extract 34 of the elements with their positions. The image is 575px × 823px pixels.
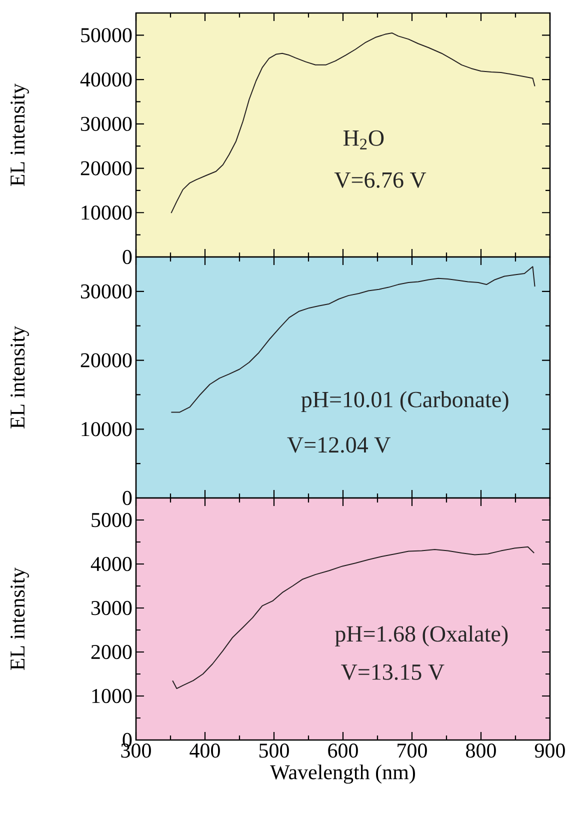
y-axis-title: EL intensity — [10, 83, 29, 186]
x-tick-label: 500 — [259, 744, 289, 758]
y-axis-title: EL intensity — [10, 567, 29, 670]
annotation: pH=10.01 (Carbonate) — [301, 391, 508, 412]
annotation: V=12.04 V — [287, 437, 390, 453]
y-tick-label: 1000 — [92, 688, 132, 704]
y-tick-label: 3000 — [91, 600, 132, 616]
y-tick-label: 0 — [122, 250, 132, 264]
y-tick-label: 0 — [122, 490, 132, 506]
line-series — [170, 32, 536, 214]
y-tick-label: 10000 — [82, 422, 132, 436]
y-tick-label: 30000 — [80, 284, 132, 299]
y-axis-title: EL intensity — [10, 326, 29, 429]
annotation: V=6.76 V — [334, 172, 426, 188]
line-series — [172, 546, 535, 690]
x-tick-label: 800 — [466, 744, 496, 758]
x-tick-label: 600 — [328, 744, 358, 758]
annotation: H$_{2}$O — [343, 130, 384, 150]
y-tick-label: 50000 — [81, 28, 132, 42]
annotation: V=13.15 V — [341, 664, 444, 680]
y-tick-label: 10000 — [82, 206, 132, 220]
x-tick-label: 700 — [398, 744, 427, 758]
y-tick-label: 4000 — [90, 556, 132, 572]
y-tick-label: 40000 — [80, 72, 132, 87]
y-tick-label: 20000 — [80, 161, 132, 176]
x-axis-title: Wavelength (nm) — [270, 764, 415, 784]
line-series — [170, 266, 536, 413]
x-tick-label: 900 — [534, 744, 565, 758]
annotation: pH=1.68 (Oxalate) — [335, 626, 508, 646]
y-tick-label: 2000 — [91, 644, 132, 660]
y-tick-label: 30000 — [80, 116, 132, 131]
y-tick-label: 20000 — [80, 353, 132, 368]
y-tick-label: 5000 — [92, 512, 132, 528]
x-tick-label: 400 — [190, 744, 220, 758]
